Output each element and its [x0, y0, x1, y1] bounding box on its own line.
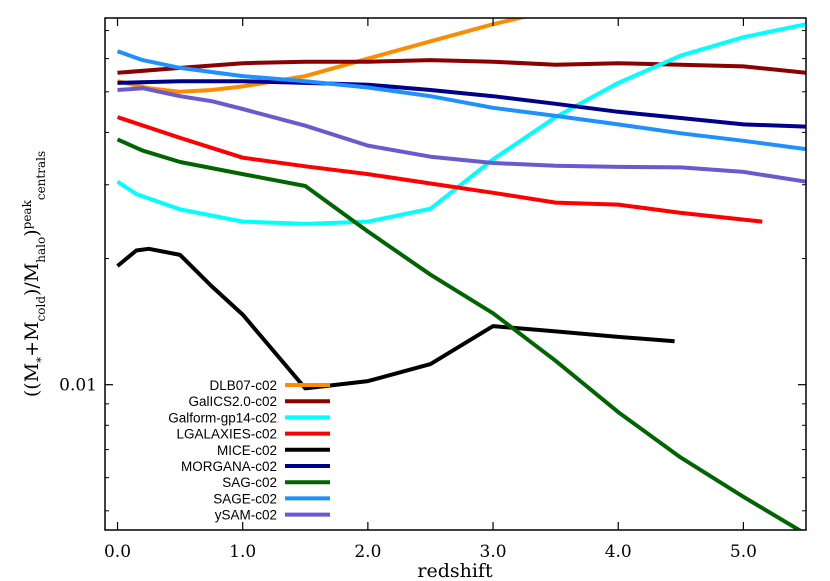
- legend-label: LGALAXIES-c02: [176, 427, 277, 442]
- plot-frame: [104, 17, 807, 531]
- legend-label: MICE-c02: [217, 443, 277, 458]
- x-tick-label: 5.0: [730, 542, 757, 562]
- x-tick-label: 2.0: [354, 542, 381, 562]
- series-line-lgalaxies-c02: [116, 115, 763, 224]
- ticks-layer: 0.0 1.0 2.0 3.0 4.0 5.0 0.01: [59, 18, 806, 562]
- x-axis-title: redshift: [417, 560, 493, 581]
- y-tick-label: 0.01: [59, 376, 97, 396]
- x-tick-label: 1.0: [229, 542, 256, 562]
- series-line-galform-gp14-c02: [116, 22, 806, 226]
- legend-label: DLB07-c02: [209, 378, 277, 393]
- x-tick-label: 0.0: [104, 542, 131, 562]
- legend-label: SAG-c02: [222, 475, 277, 490]
- series-line-ysam-c02: [117, 86, 806, 184]
- y-axis-title: ((M*+Mcold)/Mhalo)peakcentrals: [20, 151, 48, 397]
- legend-label: ySAM-c02: [215, 508, 277, 523]
- legend-label: Galform-gp14-c02: [168, 410, 277, 425]
- x-tick-label: 4.0: [605, 542, 632, 562]
- series-line-sag-c02: [116, 137, 804, 530]
- legend-label: SAGE-c02: [213, 491, 277, 506]
- series-line-sage-c02: [116, 49, 806, 152]
- series-line-galics2-0-c02: [117, 58, 806, 75]
- series-layer: [116, 18, 806, 530]
- legend-label: GalICS2.0-c02: [188, 394, 277, 409]
- x-tick-label: 3.0: [480, 542, 507, 562]
- series-line-mice-c02: [116, 246, 675, 391]
- legend-label: MORGANA-c02: [181, 459, 277, 474]
- series-line-morgana-c02: [117, 79, 806, 129]
